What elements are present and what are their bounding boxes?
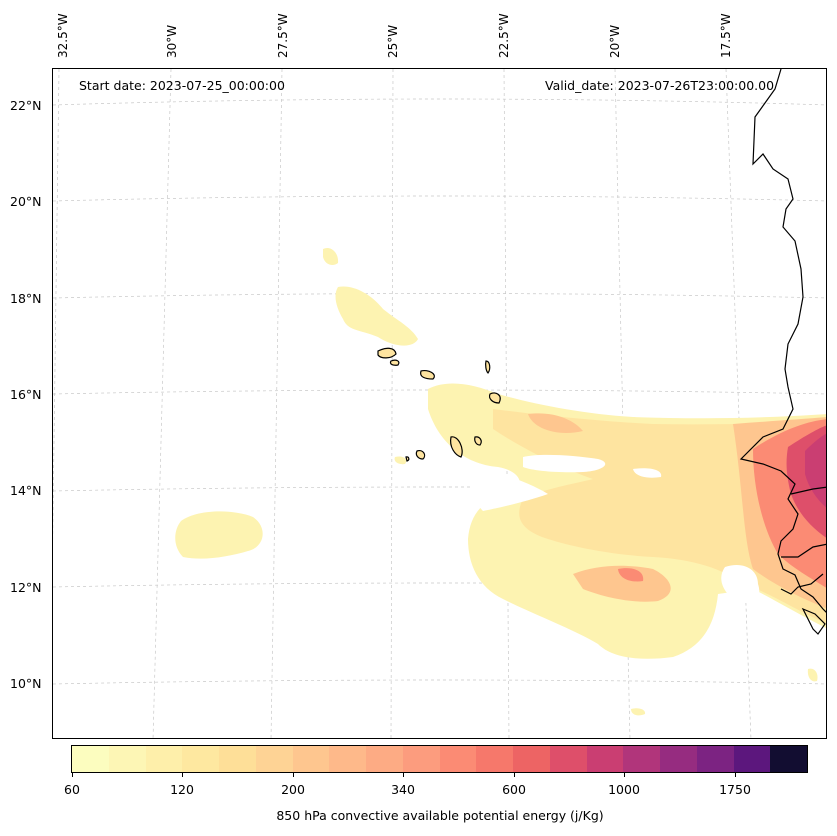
latitude-label-10n: 10°N xyxy=(10,676,42,691)
longitude-label-27.5w: 27.5°W xyxy=(276,13,290,58)
gridline-lon-25w xyxy=(390,69,394,738)
latitude-label-18n: 18°N xyxy=(10,291,42,306)
gridline-lon-17.5w xyxy=(725,69,752,738)
start-date-label: Start date: 2023-07-25_00:00:00 xyxy=(79,78,285,93)
africa-coast-islands-south xyxy=(801,607,826,635)
gridline-lat-10n xyxy=(53,679,826,685)
colorbar-swatch xyxy=(182,746,219,772)
latitude-label-20n: 20°N xyxy=(10,194,42,209)
colorbar-swatch xyxy=(366,746,403,772)
island-boa-vista xyxy=(488,392,501,404)
island-sao-nicolau xyxy=(420,369,435,380)
colorbar-swatch xyxy=(660,746,697,772)
colorbar-tick-1000: 1000 xyxy=(608,782,640,797)
longitude-label-20w: 20°W xyxy=(608,24,622,58)
africa-coast-gambia xyxy=(790,486,826,495)
cape-field xyxy=(175,247,826,716)
latitude-label-16n: 16°N xyxy=(10,387,42,402)
colorbar-tick-120: 120 xyxy=(170,782,194,797)
africa-coast xyxy=(739,69,826,613)
island-maio xyxy=(474,436,482,446)
cape-level-6 xyxy=(805,433,826,508)
colorbar-tickmark xyxy=(72,773,73,777)
longitude-label-22.5w: 22.5°W xyxy=(497,13,511,58)
colorbar-swatch xyxy=(292,746,330,772)
island-sao-vicente xyxy=(389,359,400,366)
cape-level-4 xyxy=(618,419,826,588)
island-santo-antao xyxy=(377,347,397,359)
colorbar-tick-200: 200 xyxy=(281,782,305,797)
map-panel[interactable] xyxy=(52,68,827,739)
colorbar-tickmark xyxy=(293,773,294,777)
island-santiago xyxy=(450,436,463,458)
gridline-lon-27.5w xyxy=(270,69,283,738)
colorbar-tickmark xyxy=(735,773,736,777)
gridline-lat-20n xyxy=(53,195,826,202)
colorbar-label: 850 hPa convective available potential e… xyxy=(276,808,604,823)
colorbar-swatch xyxy=(145,746,183,772)
colorbar-swatch xyxy=(219,746,256,772)
colorbar-swatch xyxy=(329,746,366,772)
island-brava xyxy=(405,456,410,462)
guinea-bissau-coast xyxy=(780,573,824,595)
cape-level-3 xyxy=(528,413,826,609)
cape-region-far-south xyxy=(631,708,646,716)
colorbar-swatch xyxy=(255,746,293,772)
colorbar-tickmark xyxy=(514,773,515,777)
cape-region-west-patch xyxy=(175,511,263,559)
colorbar-tick-600: 600 xyxy=(502,782,526,797)
cape-region-north-plume xyxy=(335,286,418,346)
colorbar-tick-340: 340 xyxy=(391,782,415,797)
latitude-label-14n: 14°N xyxy=(10,483,42,498)
africa-coast-south xyxy=(781,543,826,558)
colorbar-swatch xyxy=(108,746,146,772)
cape-region-island-south xyxy=(394,456,407,465)
gridline-lat-18n xyxy=(53,293,826,299)
colorbar-swatch xyxy=(476,746,513,772)
island-sal xyxy=(485,360,491,374)
longitude-label-30w: 30°W xyxy=(165,24,179,58)
latitude-label-12n: 12°N xyxy=(10,580,42,595)
cape-region-east-dot xyxy=(807,668,818,682)
map-canvas xyxy=(53,69,826,738)
colorbar-swatch xyxy=(402,746,440,772)
cape-hole-2 xyxy=(633,468,662,478)
colorbar-swatch xyxy=(72,746,109,772)
gridline-lon-30w xyxy=(152,69,172,738)
colorbar-swatch xyxy=(733,746,771,772)
colorbar xyxy=(71,745,808,773)
longitude-label-25w: 25°W xyxy=(386,24,400,58)
latitude-label-22n: 22°N xyxy=(10,98,42,113)
gridline-lon-32.5w xyxy=(53,69,60,543)
colorbar-swatch xyxy=(549,746,587,772)
longitude-label-17.5w: 17.5°W xyxy=(719,13,733,58)
colorbar-tick-60: 60 xyxy=(64,782,80,797)
gridline-lon-22.5w xyxy=(503,69,510,738)
gridline-lat-22n xyxy=(53,98,826,106)
colorbar-tickmark xyxy=(624,773,625,777)
colorbar-swatch xyxy=(513,746,550,772)
island-fogo xyxy=(415,450,426,460)
coastline xyxy=(739,69,826,635)
cape-hole-3 xyxy=(470,469,548,511)
colorbar-tickmark xyxy=(403,773,404,777)
colorbar-tickmark xyxy=(182,773,183,777)
colorbar-swatch xyxy=(696,746,734,772)
colorbar-swatch xyxy=(770,746,807,772)
cape-verde-islands xyxy=(377,347,501,462)
colorbar-swatch xyxy=(586,746,624,772)
colorbar-swatch xyxy=(623,746,660,772)
cape-hole-4 xyxy=(721,564,760,604)
cape-hole-1 xyxy=(523,454,606,473)
cape-region-small-blob xyxy=(323,247,339,265)
longitude-label-32.5w: 32.5°W xyxy=(56,13,70,58)
valid-date-label: Valid_date: 2023-07-26T23:00:00.00 xyxy=(545,78,775,93)
colorbar-swatch xyxy=(439,746,477,772)
colorbar-tick-1750: 1750 xyxy=(719,782,751,797)
